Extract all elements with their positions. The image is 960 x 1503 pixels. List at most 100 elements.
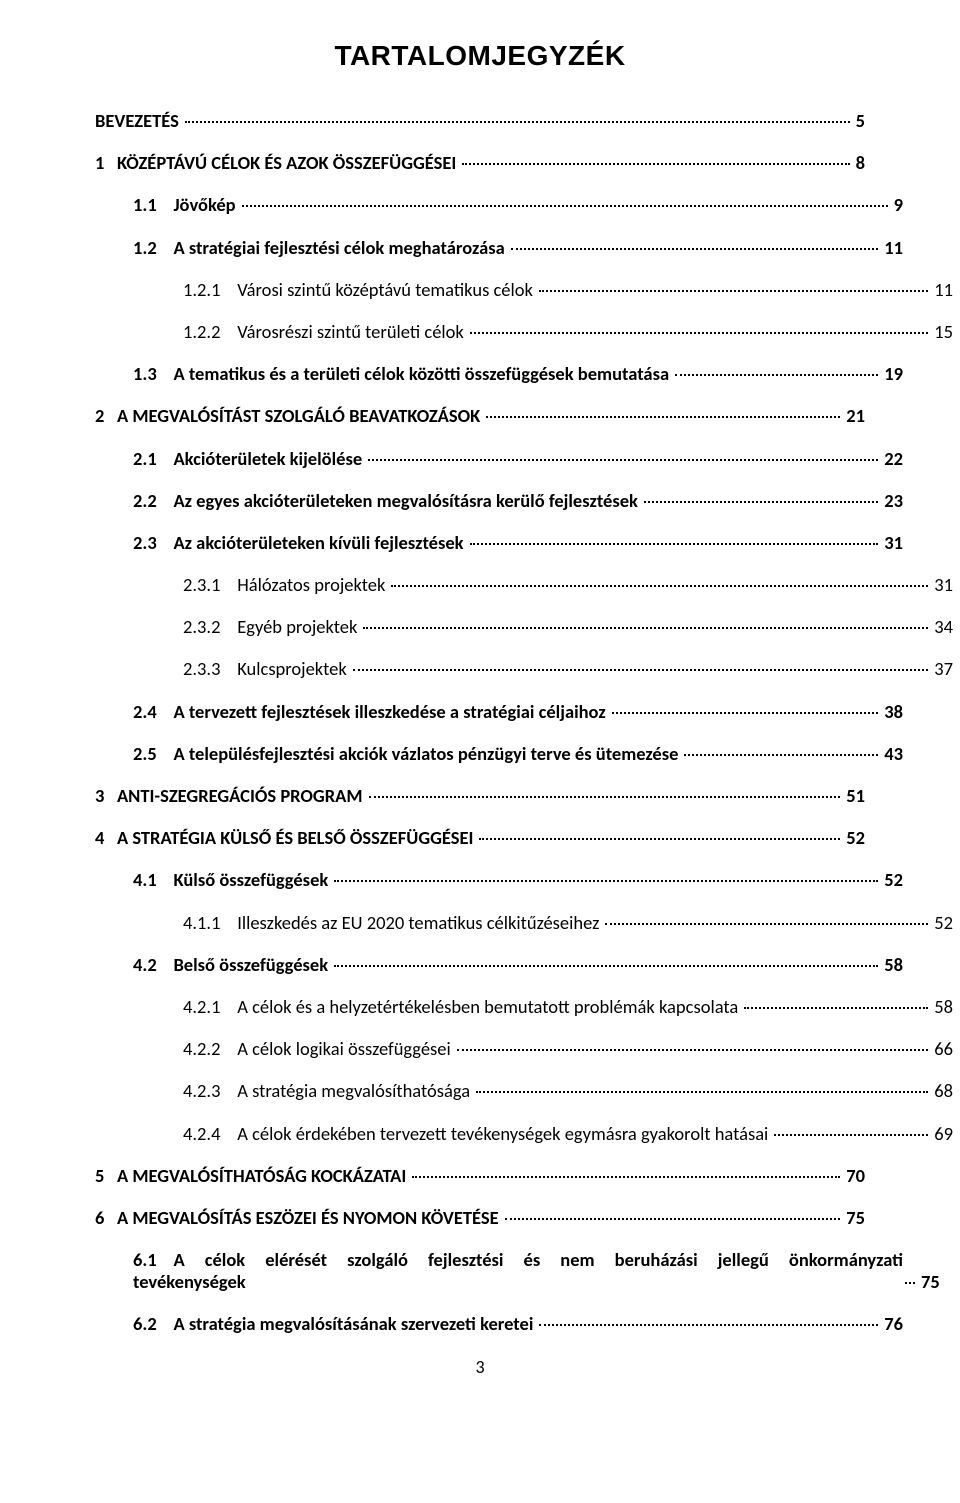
toc-entry-page: 52 (880, 869, 903, 891)
toc-leader-dots (605, 923, 928, 925)
toc-entry: 4 A STRATÉGIA KÜLSŐ ÉS BELSŐ ÖSSZEFÜGGÉS… (95, 827, 865, 849)
toc-entry-number: 5 (95, 1165, 117, 1187)
toc-leader-dots (363, 627, 928, 629)
toc-entry-text: Illeszkedés az EU 2020 tematikus célkitű… (237, 912, 603, 934)
toc-entry-page: 68 (930, 1080, 953, 1102)
toc-entry-page: 75 (917, 1271, 940, 1293)
toc-entry: 6.1 A célok elérését szolgáló fejlesztés… (133, 1249, 903, 1293)
toc-leader-dots (412, 1176, 840, 1178)
toc-entry-number: 4.2 (133, 954, 173, 976)
toc-leader-dots (470, 332, 928, 334)
toc-entry: 6 A MEGVALÓSÍTÁS ESZÖZEI ÉS NYOMON KÖVET… (95, 1207, 865, 1229)
toc-entry-number: 1.2.1 (183, 279, 237, 301)
toc-entry-number: 4.2.1 (183, 996, 237, 1018)
toc-entry: 3 ANTI-SZEGREGÁCIÓS PROGRAM51 (95, 785, 865, 807)
toc-entry-page: 75 (842, 1207, 865, 1229)
toc-entry-text: Kulcsprojektek (237, 658, 351, 680)
toc-leader-dots (684, 754, 878, 756)
toc-entry-page: 22 (880, 448, 903, 470)
toc-entry: 1 KÖZÉPTÁVÚ CÉLOK ÉS AZOK ÖSSZEFÜGGÉSEI8 (95, 152, 865, 174)
toc-entry-number: 2.2 (133, 490, 173, 512)
toc-entry: 1.1 Jövőkép9 (133, 194, 903, 216)
toc-entry-text: A célok logikai összefüggései (237, 1038, 455, 1060)
toc-entry-number: 2.3.3 (183, 658, 237, 680)
toc-entry-number: 2.3.2 (183, 616, 237, 638)
toc-leader-dots (334, 965, 878, 967)
toc-entry-page: 69 (930, 1123, 953, 1145)
toc-entry: 2.3.3 Kulcsprojektek 37 (183, 658, 953, 680)
toc-entry-text: Egyéb projektek (237, 616, 361, 638)
toc-entry-page: 37 (930, 658, 953, 680)
toc-entry-text: Az akcióterületeken kívüli fejlesztések (173, 532, 467, 554)
toc-entry-text: A célok elérését szolgáló fejlesztési és… (173, 1249, 903, 1271)
toc-leader-dots (905, 1282, 915, 1284)
toc-entry-number: 1.2 (133, 237, 173, 259)
toc-entry-page: 23 (880, 490, 903, 512)
toc-entry: 4.2.2 A célok logikai összefüggései 66 (183, 1038, 953, 1060)
toc-leader-dots (644, 501, 878, 503)
toc-entry-number: 4.2.2 (183, 1038, 237, 1060)
toc-leader-dots (391, 585, 928, 587)
toc-entry-text: BEVEZETÉS (95, 110, 183, 132)
toc-entry: 1.2.2 Városrészi szintű területi célok15 (183, 321, 953, 343)
toc-leader-dots (539, 290, 928, 292)
toc-leader-dots (479, 838, 840, 840)
toc-entry-text: A MEGVALÓSÍTÁST SZOLGÁLÓ BEAVATKOZÁSOK (117, 405, 484, 427)
toc-entry: 2.3 Az akcióterületeken kívüli fejleszté… (133, 532, 903, 554)
toc-entry-number: 6.2 (133, 1313, 173, 1335)
toc-entry-number: 1 (95, 152, 117, 174)
toc-entry-page: 58 (930, 996, 953, 1018)
toc-leader-dots (744, 1007, 928, 1009)
toc-entry-page: 66 (930, 1038, 953, 1060)
toc-entry: 1.2.1 Városi szintű középtávú tematikus … (183, 279, 953, 301)
page-number: 3 (95, 1356, 865, 1378)
toc-entry-page: 19 (880, 363, 903, 385)
toc-entry-page: 11 (930, 279, 953, 301)
toc-entry-number: 4.1 (133, 869, 173, 891)
toc-entry: 4.2.1 A célok és a helyzetértékelésben b… (183, 996, 953, 1018)
toc-leader-dots (353, 669, 928, 671)
toc-entry: 4.1 Külső összefüggések 52 (133, 869, 903, 891)
toc-entry-text: A tematikus és a területi célok közötti … (173, 363, 673, 385)
toc-entry-text: A célok érdekében tervezett tevékenysége… (237, 1123, 772, 1145)
toc-entry: 4.2 Belső összefüggések 58 (133, 954, 903, 976)
toc-entry-text: Külső összefüggések (173, 869, 332, 891)
toc-entry-number: 2.3 (133, 532, 173, 554)
toc-leader-dots (675, 374, 878, 376)
toc-entry-text: A stratégia megvalósíthatósága (237, 1080, 474, 1102)
toc-entry-text: KÖZÉPTÁVÚ CÉLOK ÉS AZOK ÖSSZEFÜGGÉSEI (117, 152, 460, 174)
toc-entry-number: 3 (95, 785, 117, 807)
toc-entry-page: 38 (880, 701, 903, 723)
toc-entry-text: Belső összefüggések (173, 954, 332, 976)
toc-entry-text: A STRATÉGIA KÜLSŐ ÉS BELSŐ ÖSSZEFÜGGÉSEI (117, 827, 478, 849)
toc-entry-page: 70 (842, 1165, 865, 1187)
toc-entry-page: 58 (880, 954, 903, 976)
toc-entry-number: 2.1 (133, 448, 173, 470)
toc-leader-dots (462, 163, 849, 165)
toc-entry-page: 15 (930, 321, 953, 343)
toc-entry-number: 4.2.4 (183, 1123, 237, 1145)
toc-entry: 4.1.1 Illeszkedés az EU 2020 tematikus c… (183, 912, 953, 934)
toc-entry-text: Városi szintű középtávú tematikus célok (237, 279, 537, 301)
toc-entry: 2.5 A településfejlesztési akciók vázlat… (133, 743, 903, 765)
toc-entry-text-line2: tevékenységek (133, 1271, 903, 1293)
toc-entry-number: 2.5 (133, 743, 173, 765)
toc-title: TARTALOMJEGYZÉK (95, 40, 865, 72)
toc-entry-text: A tervezett fejlesztések illeszkedése a … (173, 701, 609, 723)
toc-entry-text: Városrészi szintű területi célok (237, 321, 468, 343)
toc-entry-text: A célok és a helyzetértékelésben bemutat… (237, 996, 742, 1018)
toc-entry-page: 51 (842, 785, 865, 807)
toc-entry: 6.2 A stratégia megvalósításának szervez… (133, 1313, 903, 1335)
toc-entry: 5 A MEGVALÓSÍTHATÓSÁG KOCKÁZATAI70 (95, 1165, 865, 1187)
toc-entry: 1.3 A tematikus és a területi célok közö… (133, 363, 903, 385)
toc-entry: 2.2 Az egyes akcióterületeken megvalósít… (133, 490, 903, 512)
toc-entry-number: 4.1.1 (183, 912, 237, 934)
toc-leader-dots (539, 1324, 878, 1326)
toc-entry: 2.1 Akcióterületek kijelölése22 (133, 448, 903, 470)
toc-list: BEVEZETÉS51 KÖZÉPTÁVÚ CÉLOK ÉS AZOK ÖSSZ… (95, 110, 865, 1336)
toc-entry-text: A stratégiai fejlesztési célok meghatáro… (173, 237, 508, 259)
toc-entry-page: 31 (930, 574, 953, 596)
toc-leader-dots (612, 712, 879, 714)
toc-entry-number: 6.1 (133, 1249, 173, 1271)
toc-leader-dots (185, 121, 850, 123)
